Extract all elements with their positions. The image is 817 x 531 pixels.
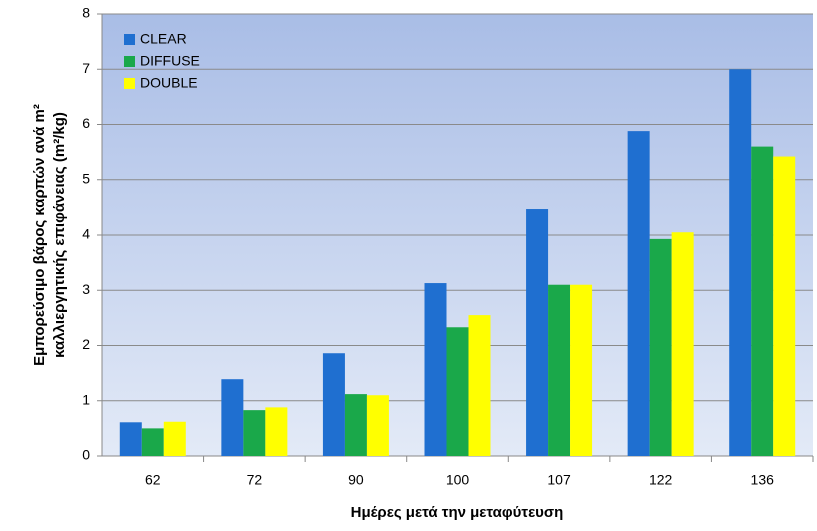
bar: [344, 394, 367, 456]
bar: [141, 428, 164, 456]
x-tick-label: 72: [247, 472, 263, 488]
bar: [729, 69, 752, 456]
legend-label: CLEAR: [140, 31, 187, 47]
x-tick-label: 122: [649, 472, 673, 488]
bar: [627, 131, 650, 456]
bar: [366, 395, 389, 456]
bar: [322, 353, 345, 456]
y-tick-label: 2: [82, 336, 90, 352]
x-tick-label: 107: [547, 472, 571, 488]
x-axis-title: Ημέρες μετά την μεταφύτευση: [351, 504, 564, 521]
x-tick-label: 62: [145, 472, 161, 488]
bar: [243, 410, 266, 456]
x-tick-label: 90: [348, 472, 364, 488]
bar: [265, 407, 288, 456]
bar: [773, 156, 796, 457]
bar: [424, 283, 447, 456]
bar: [751, 146, 774, 456]
bar: [649, 238, 672, 456]
bar: [446, 327, 469, 456]
bar: [119, 422, 142, 456]
y-tick-label: 5: [82, 170, 90, 186]
bar: [163, 421, 186, 456]
bar: [570, 284, 593, 456]
legend-label: DOUBLE: [140, 75, 198, 91]
y-axis-title: καλλιεργητικής επιφάνειας (m²/kg): [51, 112, 68, 358]
bar: [671, 232, 694, 456]
legend-label: DIFFUSE: [140, 53, 200, 69]
legend-swatch: [124, 56, 135, 67]
x-tick-label: 136: [751, 472, 775, 488]
y-tick-label: 6: [82, 115, 90, 131]
y-tick-label: 0: [82, 447, 90, 463]
bar: [221, 379, 244, 456]
legend-swatch: [124, 78, 135, 89]
y-tick-label: 8: [82, 5, 90, 21]
y-tick-label: 4: [82, 226, 90, 242]
y-tick-label: 7: [82, 60, 90, 76]
y-tick-label: 3: [82, 281, 90, 297]
bar: [548, 284, 571, 456]
bar: [468, 315, 491, 456]
y-tick-label: 1: [82, 391, 90, 407]
legend-swatch: [124, 34, 135, 45]
bar: [526, 209, 549, 456]
y-axis-title: Εμπορεύσιμο βάρος καρπών ανά m²: [31, 104, 48, 366]
x-tick-label: 100: [446, 472, 470, 488]
